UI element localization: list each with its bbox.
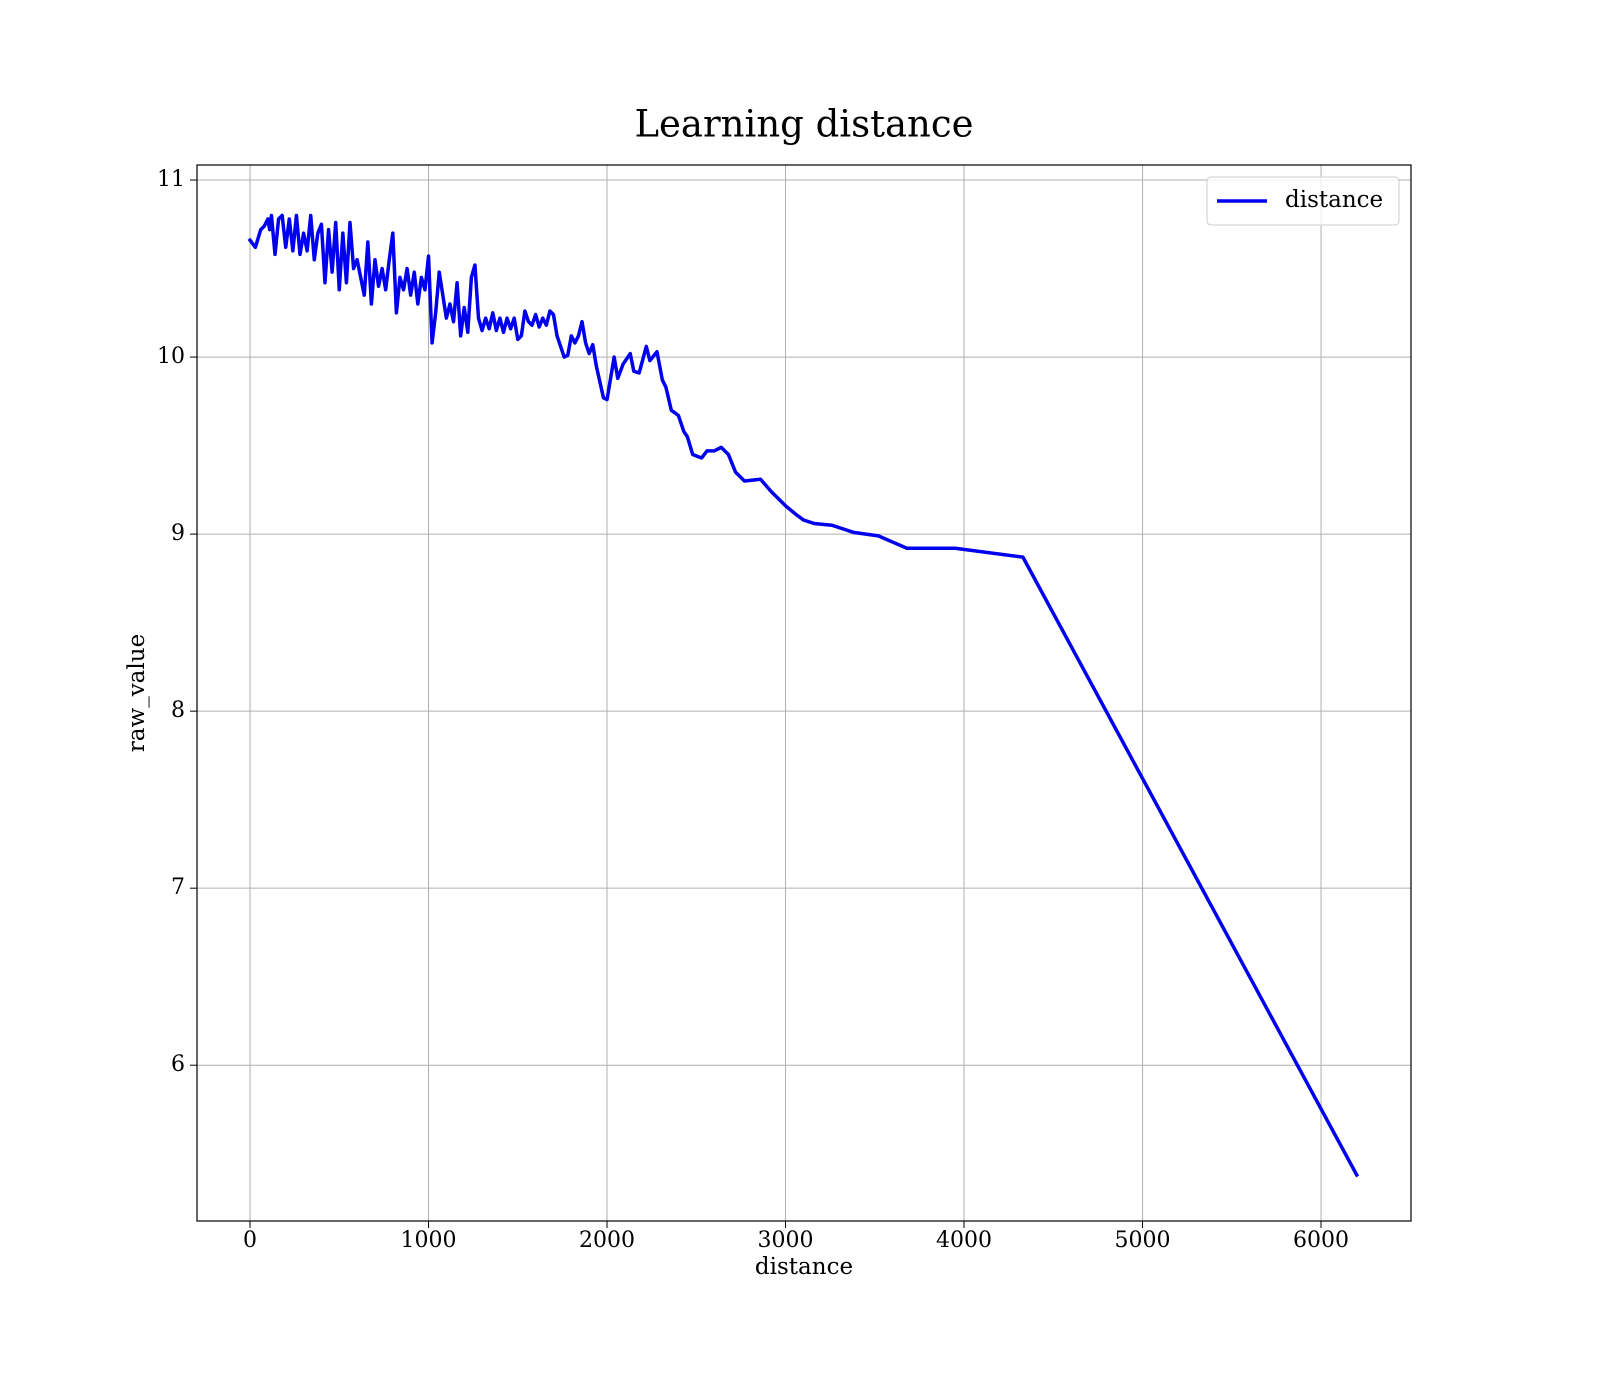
- x-tick-label: 5000: [1115, 1228, 1171, 1253]
- x-tick-label: 4000: [936, 1228, 992, 1253]
- legend-box: [1206, 176, 1400, 226]
- y-tick-label: 8: [171, 698, 185, 723]
- y-axis-label: raw_value: [124, 634, 150, 752]
- data-line: [247, 213, 1360, 1178]
- x-tick-label: 1000: [401, 1228, 457, 1253]
- y-tick-label: 7: [171, 875, 185, 900]
- x-tick-label: 0: [243, 1228, 257, 1253]
- x-tick-label: 6000: [1293, 1228, 1349, 1253]
- y-tick-label: 6: [171, 1052, 185, 1077]
- legend-label: distance: [1285, 187, 1383, 213]
- x-axis-label: distance: [755, 1254, 853, 1280]
- y-tick-label: 11: [157, 167, 185, 192]
- plot-frame: [196, 164, 1412, 1222]
- y-tick-label: 10: [157, 344, 185, 369]
- chart-title: Learning distance: [634, 103, 973, 146]
- x-tick-label: 2000: [579, 1228, 635, 1253]
- x-tick-label: 3000: [758, 1228, 814, 1253]
- y-tick-label: 9: [171, 521, 185, 546]
